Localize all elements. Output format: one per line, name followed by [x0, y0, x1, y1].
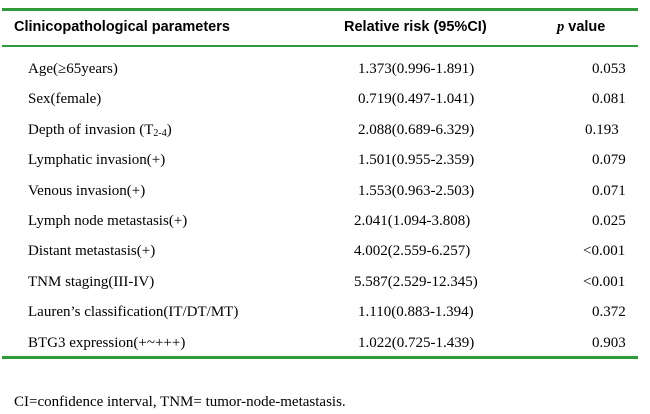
row-p-value: 0.071: [592, 182, 626, 199]
row-p-value: 0.193: [585, 121, 619, 138]
table-footnote: CI=confidence interval, TNM= tumor-node-…: [14, 394, 346, 410]
row-p-value: 0.053: [592, 61, 626, 77]
table-header-rule: [2, 45, 638, 47]
row-p-value: 0.079: [592, 152, 626, 169]
row-parameter: Sex(female): [28, 91, 102, 108]
row-relative-risk: 5.587(2.529-12.345): [354, 273, 478, 290]
row-parameter: Lymphatic invasion(+): [28, 152, 166, 169]
table-row: TNM staging(III-IV) 5.587(2.529-12.345) …: [0, 267, 650, 297]
table-row: Depth of invasion (T2-4) 2.088(0.689-6.3…: [0, 115, 650, 145]
table-row: Lymph node metastasis(+) 2.041(1.094-3.8…: [0, 206, 650, 236]
table-row: Age(≥65years) 1.373(0.996-1.891) 0.053: [0, 54, 650, 84]
row-p-value: 0.372: [592, 304, 626, 321]
row-relative-risk: 1.022(0.725-1.439): [358, 334, 475, 351]
header-p-italic: p: [557, 19, 565, 35]
table-body: Age(≥65years) 1.373(0.996-1.891) 0.053 S…: [0, 54, 650, 358]
row-parameter: Age(≥65years): [28, 61, 118, 77]
row-relative-risk: 4.002(2.559-6.257): [354, 243, 471, 260]
row-p-value: <0.001: [583, 243, 626, 260]
row-parameter: Lymph node metastasis(+): [28, 212, 188, 229]
row-relative-risk: 0.719(0.497-1.041): [358, 91, 475, 108]
row-parameter-post: ): [166, 121, 172, 138]
table-row: Lymphatic invasion(+) 1.501(0.955-2.359)…: [0, 145, 650, 175]
row-relative-risk: 1.373(0.996-1.891): [358, 61, 475, 77]
row-relative-risk: 2.041(1.094-3.808): [354, 212, 471, 229]
table-row: Venous invasion(+) 1.553(0.963-2.503) 0.…: [0, 176, 650, 206]
row-relative-risk: 1.553(0.963-2.503): [358, 182, 475, 199]
row-relative-risk: 1.110(0.883-1.394): [358, 304, 474, 321]
header-p-value: p value: [557, 14, 605, 40]
table-row: Distant metastasis(+) 4.002(2.559-6.257)…: [0, 236, 650, 266]
row-p-value: <0.001: [583, 273, 626, 290]
row-parameter-pre: Depth of invasion (T: [28, 121, 154, 138]
row-parameter: Depth of invasion (T2-4): [28, 115, 172, 145]
row-relative-risk: 2.088(0.689-6.329): [358, 121, 475, 138]
row-relative-risk: 1.501(0.955-2.359): [358, 152, 475, 169]
row-p-value: 0.903: [592, 334, 626, 351]
row-p-value: 0.081: [592, 91, 626, 108]
row-parameter: BTG3 expression(+~+++): [28, 334, 186, 351]
table-row: BTG3 expression(+~+++) 1.022(0.725-1.439…: [0, 328, 650, 358]
row-parameter: Venous invasion(+): [28, 182, 146, 199]
row-p-value: 0.025: [592, 212, 626, 229]
table-bottom-rule: [2, 356, 638, 359]
table-row: Sex(female) 0.719(0.497-1.041) 0.081: [0, 84, 650, 114]
table-row: Lauren’s classification(IT/DT/MT) 1.110(…: [0, 297, 650, 327]
table-top-rule: [2, 8, 638, 11]
header-parameters: Clinicopathological parameters: [14, 19, 230, 35]
row-parameter: TNM staging(III-IV): [28, 273, 155, 290]
header-relative-risk: Relative risk (95%CI): [344, 19, 487, 35]
row-parameter-sub: 2-4: [153, 127, 167, 139]
row-parameter: Lauren’s classification(IT/DT/MT): [28, 304, 239, 321]
header-p-rest: value: [564, 19, 606, 35]
row-parameter: Distant metastasis(+): [28, 243, 156, 260]
